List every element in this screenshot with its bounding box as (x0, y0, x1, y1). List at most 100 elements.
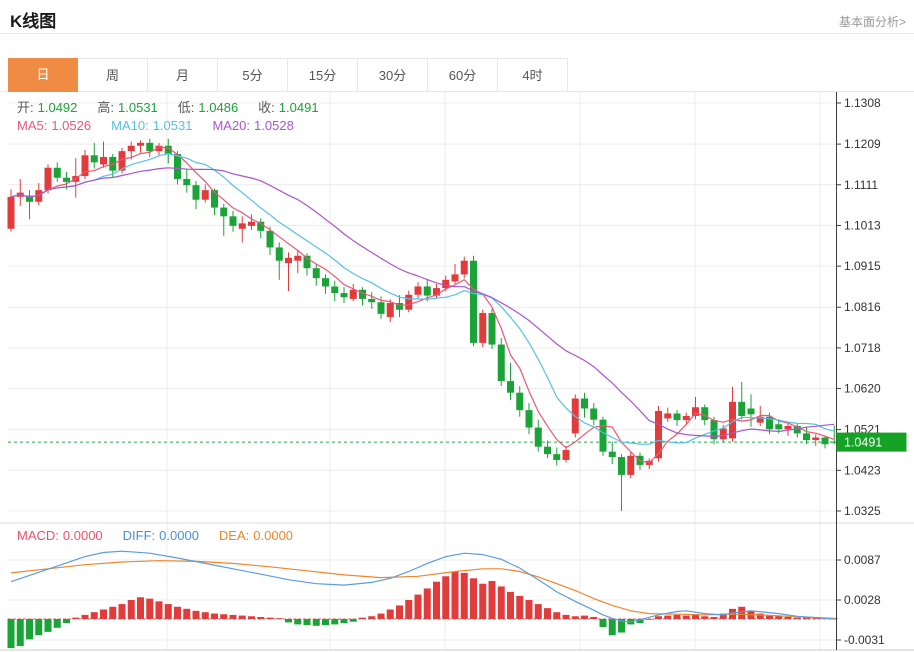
candle-body (544, 446, 551, 455)
macd-bar (414, 594, 422, 619)
candle-body (53, 167, 61, 178)
macd-bar (63, 618, 70, 624)
candle-body (516, 392, 524, 411)
macd-bar (775, 615, 783, 619)
candle-body (442, 279, 450, 289)
candle-body (229, 216, 237, 226)
legend-item: MACD: 0.0000 (17, 528, 103, 543)
macd-bar (396, 605, 403, 619)
candle-body (562, 449, 570, 460)
macd-bar (479, 583, 487, 619)
candle-body (534, 427, 542, 447)
macd-bar (738, 606, 746, 619)
fundamental-analysis-link[interactable]: 基本面分析> (838, 15, 906, 29)
macd-bar (137, 597, 144, 619)
candle-body (183, 178, 191, 186)
candle-body (821, 437, 829, 445)
axis-tick-label: 1.0620 (844, 382, 881, 396)
candle-body (525, 410, 533, 428)
macd-bar (35, 618, 43, 636)
candle-body (590, 408, 598, 420)
ohlc-legend: 开: 1.0492 高: 1.0531 低: 1.0486 收: 1.0491 (17, 97, 339, 116)
macd-bar (72, 617, 80, 619)
macd-bar (229, 614, 237, 619)
legend-item: 开: 1.0492 (17, 100, 78, 115)
candle-body (127, 145, 135, 152)
macd-bar (664, 615, 672, 619)
candle-body (608, 451, 616, 458)
legend-item: 高: 1.0531 (97, 100, 158, 115)
candle-body (26, 195, 33, 202)
tab-period-0[interactable]: 日 (8, 58, 78, 92)
candle-body (386, 303, 394, 318)
candle-body (349, 289, 357, 299)
candle-body (451, 274, 459, 282)
macd-bar (544, 608, 551, 619)
macd-bar (784, 616, 792, 619)
tab-period-1[interactable]: 周 (78, 58, 148, 92)
candle-body (673, 413, 681, 421)
macd-bar (433, 581, 440, 619)
axis-tick-label: 0.0028 (844, 593, 881, 607)
macd-bar (164, 604, 172, 619)
candle-body (812, 437, 820, 441)
axis-tick-label: -0.0031 (844, 633, 885, 647)
ma10-line (10, 152, 835, 445)
current-price-tag-label: 1.0491 (844, 436, 882, 450)
candle-body (377, 302, 385, 314)
candle-body (44, 167, 52, 191)
current-price-tag (836, 432, 907, 452)
macd-bar (618, 618, 625, 633)
tab-period-5[interactable]: 30分 (358, 58, 428, 92)
tab-period-6[interactable]: 60分 (428, 58, 498, 92)
macd-bar (442, 576, 450, 619)
axis-tick-label: 1.0915 (844, 259, 881, 273)
tab-period-4[interactable]: 15分 (288, 58, 358, 92)
macd-bar (90, 612, 98, 619)
macd-bar (655, 616, 662, 619)
tab-period-7[interactable]: 4时 (498, 58, 568, 92)
macd-bar (756, 613, 764, 619)
axis-tick-label: 1.1209 (844, 137, 881, 151)
kline-chart-canvas[interactable]: 1.1308 1.1209 1.1111 1.1013 1.0915 1.0816 1.07… (0, 92, 914, 652)
candle-body (470, 260, 477, 343)
legend-item: MA5: 1.0526 (17, 118, 92, 133)
candle-body (830, 441, 838, 443)
macd-bar (201, 612, 209, 619)
macd-bar (423, 588, 431, 619)
candle-body (414, 286, 422, 295)
macd-bar (377, 613, 385, 619)
candle-body (655, 410, 662, 459)
candle-body (63, 177, 70, 182)
candle-body (682, 415, 690, 421)
candle-body (100, 156, 107, 165)
title-separator (0, 33, 914, 34)
candle-body (303, 255, 311, 269)
dea-line (10, 560, 835, 619)
macd-bar (100, 609, 107, 619)
macd-bar (562, 614, 570, 619)
candle-body (275, 247, 283, 261)
macd-bar (257, 616, 265, 619)
candle-body (285, 257, 292, 264)
candle-body (405, 294, 413, 310)
tab-period-2[interactable]: 月 (148, 58, 218, 92)
legend-item: MA20: 1.0528 (212, 118, 294, 133)
legend-item: 低: 1.0486 (177, 100, 239, 115)
macd-bar (109, 606, 117, 619)
macd-bar (488, 581, 496, 619)
candle-body (460, 260, 468, 275)
candle-body (266, 230, 274, 248)
macd-bar (470, 578, 477, 619)
macd-bar (692, 614, 699, 619)
macd-bar (359, 617, 366, 619)
candle-body (164, 145, 172, 155)
macd-bar (312, 618, 320, 626)
tab-period-3[interactable]: 5分 (218, 58, 288, 92)
candle-body (479, 313, 487, 343)
candle-body (257, 221, 265, 231)
macd-bar (183, 608, 191, 619)
macd-bar (81, 614, 89, 619)
macd-bar (294, 618, 302, 625)
candle-body (322, 278, 329, 287)
